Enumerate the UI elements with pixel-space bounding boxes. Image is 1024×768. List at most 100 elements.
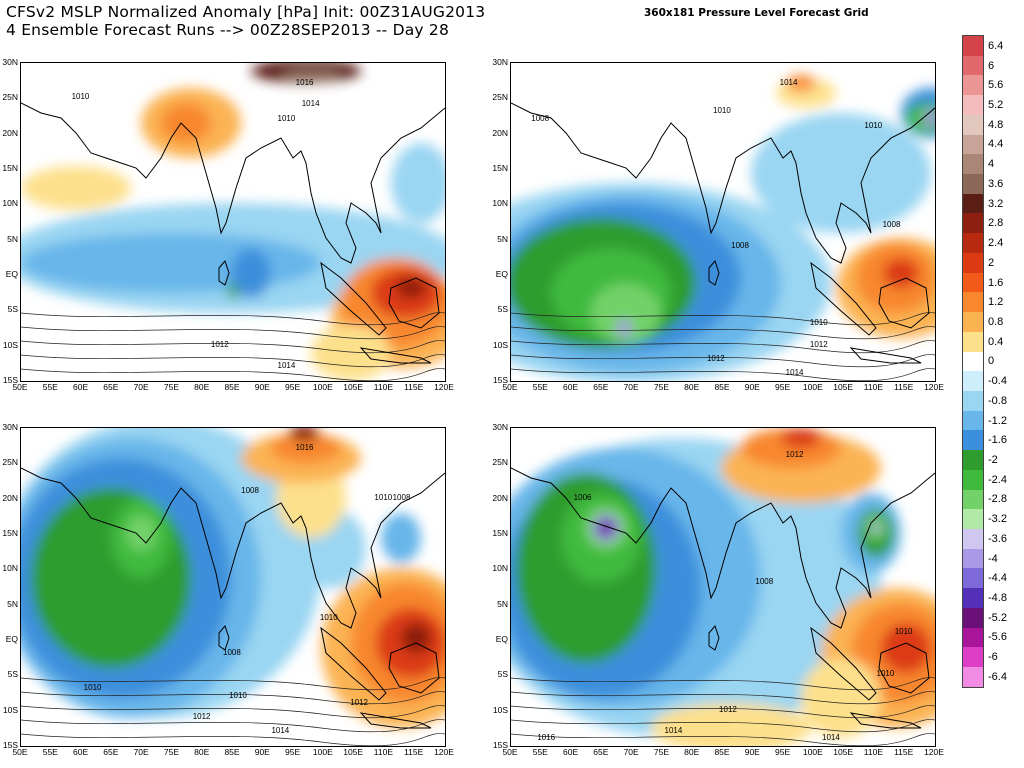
lon-label: 60E bbox=[73, 382, 89, 392]
isobar-line bbox=[21, 340, 445, 354]
lon-label: 85E bbox=[224, 382, 240, 392]
isobar-line bbox=[21, 312, 445, 326]
isobar-line bbox=[511, 340, 935, 354]
coastline bbox=[21, 467, 445, 629]
colorbar-swatch bbox=[963, 410, 983, 431]
isobar-label: 1010 bbox=[71, 92, 90, 102]
isobar-line bbox=[21, 691, 445, 705]
lat-label: 15N bbox=[2, 163, 18, 173]
lat-label: 25N bbox=[2, 92, 18, 103]
anomaly-shading bbox=[281, 67, 341, 83]
isobar-line bbox=[511, 733, 935, 746]
isobar-label: 1012 bbox=[350, 697, 368, 707]
isobar-line bbox=[511, 368, 935, 381]
colorbar-label: -3.6 bbox=[988, 532, 1007, 545]
coastline bbox=[511, 467, 935, 629]
colorbar-label: -4.8 bbox=[988, 592, 1007, 605]
isobar-label: 1008 bbox=[223, 648, 241, 658]
colorbar-swatch bbox=[963, 588, 983, 608]
colorbar-swatch bbox=[963, 75, 983, 96]
lat-label: 5S bbox=[7, 304, 18, 315]
colorbar-swatch bbox=[963, 233, 983, 253]
lat-label: 5N bbox=[7, 233, 18, 244]
isobar-label: 1008 bbox=[731, 240, 749, 250]
lon-label: 115E bbox=[894, 747, 914, 757]
isobar-label: 1014 bbox=[301, 99, 320, 109]
lon-label: 70E bbox=[623, 382, 639, 392]
lat-label: 10N bbox=[2, 198, 18, 209]
colorbar-swatch bbox=[963, 154, 983, 175]
lon-label: 60E bbox=[563, 747, 579, 757]
lat-label: 10N bbox=[2, 563, 18, 574]
lon-label: 75E bbox=[653, 382, 669, 392]
colorbar-label: 1.6 bbox=[988, 276, 1004, 289]
anomaly-shading bbox=[391, 143, 445, 223]
lat-label: 30N bbox=[492, 57, 508, 67]
lat-label: 30N bbox=[2, 422, 18, 432]
lat-label: 15N bbox=[492, 163, 508, 173]
anomaly-map bbox=[511, 75, 935, 381]
colorbar-swatch bbox=[963, 528, 983, 549]
isobar-label: 1010 bbox=[319, 612, 338, 622]
title-line-1: CFSv2 MSLP Normalized Anomaly [hPa] Init… bbox=[6, 3, 486, 21]
anomaly-shading bbox=[21, 166, 131, 210]
isobar-label: 1010 bbox=[83, 683, 102, 693]
colorbar-label: -5.6 bbox=[988, 631, 1007, 644]
colorbar-label: -0.4 bbox=[988, 375, 1007, 388]
lon-label: 105E bbox=[343, 747, 364, 757]
lon-label: 75E bbox=[163, 747, 179, 757]
isobar-line bbox=[21, 705, 445, 719]
colorbar-swatch bbox=[963, 174, 983, 194]
colorbar-swatch bbox=[963, 548, 983, 569]
lon-label: 70E bbox=[133, 382, 149, 392]
lon-label: 85E bbox=[714, 382, 730, 392]
anomaly-shading bbox=[289, 428, 319, 441]
anomaly-shading bbox=[31, 488, 191, 668]
colorbar-swatch bbox=[963, 36, 983, 56]
colorbar-label: -6.4 bbox=[988, 670, 1007, 683]
lon-label: 50E bbox=[502, 382, 518, 392]
grid-label: 360x181 Pressure Level Forecast Grid bbox=[644, 7, 869, 19]
coastline bbox=[388, 642, 440, 694]
anomaly-shading bbox=[381, 513, 421, 563]
isobar-label: 1008 bbox=[755, 577, 774, 587]
coastline bbox=[849, 712, 922, 729]
lat-label: 5S bbox=[7, 669, 18, 680]
isobar-label: 1008 bbox=[882, 219, 901, 229]
colorbar-swatch bbox=[963, 371, 983, 391]
colorbar-label: 4 bbox=[988, 158, 995, 171]
anomaly-shading bbox=[881, 623, 931, 673]
lat-label: 5S bbox=[497, 669, 508, 680]
coastline bbox=[320, 261, 387, 336]
colorbar-swatch bbox=[963, 193, 983, 214]
lon-label: 55E bbox=[532, 382, 548, 392]
colorbar-swatch bbox=[963, 55, 983, 76]
colorbar-swatch bbox=[963, 95, 983, 115]
lat-label: 20N bbox=[492, 492, 508, 503]
isobar-label: 1010 bbox=[229, 690, 247, 700]
lat-label: EQ bbox=[5, 634, 18, 644]
lon-label: 110E bbox=[863, 382, 884, 392]
colorbar-label: 0.4 bbox=[988, 335, 1004, 348]
colorbar-label: 1.2 bbox=[988, 296, 1004, 309]
isobar-line bbox=[511, 312, 935, 326]
lon-label: 90E bbox=[744, 382, 760, 392]
isobar-label: 1016 bbox=[537, 732, 556, 742]
isobar-label: 1008 bbox=[531, 113, 550, 123]
lon-label: 100E bbox=[312, 747, 333, 757]
isobar-line bbox=[21, 326, 445, 340]
colorbar-swatch bbox=[963, 292, 983, 313]
title-line-2: 4 Ensemble Forecast Runs --> 00Z28SEP201… bbox=[6, 21, 450, 39]
isobar-line bbox=[511, 354, 935, 368]
anomaly-shading bbox=[616, 320, 632, 336]
anomaly-shading bbox=[591, 283, 661, 343]
colorbar-swatch bbox=[963, 509, 983, 529]
isobar-line bbox=[21, 677, 445, 691]
colorbar-swatch bbox=[963, 331, 983, 352]
colorbar-swatch bbox=[963, 607, 983, 628]
colorbar-label: 0.8 bbox=[988, 315, 1004, 328]
coastline bbox=[708, 625, 720, 651]
colorbar-swatch bbox=[963, 390, 983, 411]
isobar-line bbox=[511, 705, 935, 719]
colorbar-label: 5.2 bbox=[988, 99, 1004, 112]
